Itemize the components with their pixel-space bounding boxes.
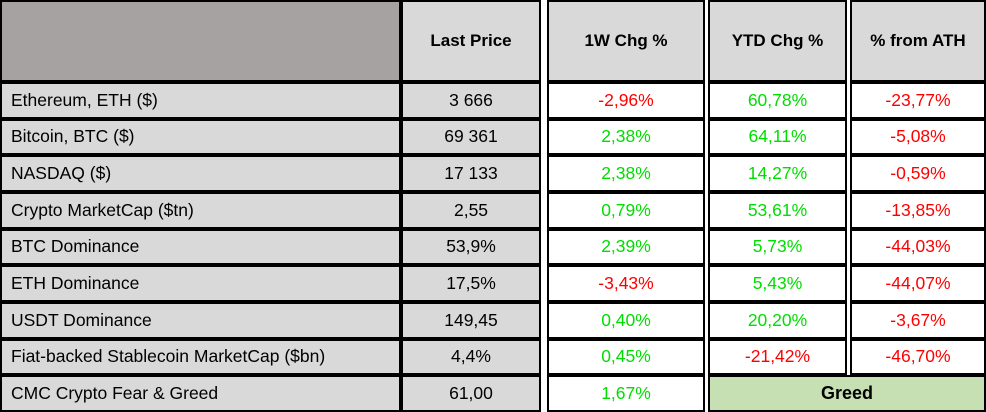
1w-chg-cell: 0,45%	[547, 338, 705, 376]
ath-cell: -13,85%	[850, 192, 986, 229]
row-label: Fiat-backed Stablecoin MarketCap ($bn)	[0, 338, 401, 376]
corner-header-cell	[0, 0, 401, 82]
ytd-chg-cell: 53,61%	[708, 192, 847, 229]
column-header-1w-chg: 1W Chg %	[547, 0, 705, 82]
1w-chg-cell: 0,79%	[547, 192, 705, 229]
ath-cell: -44,07%	[850, 265, 986, 302]
column-header-from-ath: % from ATH	[850, 0, 986, 82]
1w-chg-cell: 2,38%	[547, 118, 705, 156]
ath-cell: -3,67%	[850, 302, 986, 339]
ytd-chg-cell: 64,11%	[708, 118, 847, 156]
last-price-cell: 2,55	[401, 192, 541, 229]
row-label: Crypto MarketCap ($tn)	[0, 192, 401, 229]
column-header-ytd-chg: YTD Chg %	[708, 0, 847, 82]
ath-cell: -5,08%	[850, 118, 986, 156]
last-price-cell: 61,00	[401, 375, 541, 412]
row-label: ETH Dominance	[0, 265, 401, 302]
1w-chg-cell: 0,40%	[547, 302, 705, 339]
1w-chg-cell: 1,67%	[547, 375, 705, 412]
ytd-chg-cell: 5,43%	[708, 265, 847, 302]
last-price-cell: 149,45	[401, 302, 541, 339]
last-price-cell: 69 361	[401, 118, 541, 156]
row-label: NASDAQ ($)	[0, 155, 401, 192]
ath-cell: -0,59%	[850, 155, 986, 192]
ytd-chg-cell: 5,73%	[708, 228, 847, 266]
1w-chg-cell: -2,96%	[547, 82, 705, 119]
row-label: BTC Dominance	[0, 228, 401, 266]
1w-chg-cell: 2,39%	[547, 228, 705, 266]
ath-cell: -44,03%	[850, 228, 986, 266]
1w-chg-cell: 2,38%	[547, 155, 705, 192]
last-price-cell: 3 666	[401, 82, 541, 119]
row-label: Ethereum, ETH ($)	[0, 82, 401, 119]
last-price-cell: 17 133	[401, 155, 541, 192]
ath-cell: -23,77%	[850, 82, 986, 119]
last-price-cell: 53,9%	[401, 228, 541, 266]
row-label: CMC Crypto Fear & Greed	[0, 375, 401, 412]
ytd-chg-cell: -21,42%	[708, 338, 847, 376]
last-price-cell: 4,4%	[401, 338, 541, 376]
ytd-chg-cell: 60,78%	[708, 82, 847, 119]
fear-greed-status: Greed	[708, 375, 986, 412]
ytd-chg-cell: 20,20%	[708, 302, 847, 339]
row-label: USDT Dominance	[0, 302, 401, 339]
ytd-chg-cell: 14,27%	[708, 155, 847, 192]
ath-cell: -46,70%	[850, 338, 986, 376]
last-price-cell: 17,5%	[401, 265, 541, 302]
1w-chg-cell: -3,43%	[547, 265, 705, 302]
column-header-last-price: Last Price	[401, 0, 541, 82]
row-label: Bitcoin, BTC ($)	[0, 118, 401, 156]
